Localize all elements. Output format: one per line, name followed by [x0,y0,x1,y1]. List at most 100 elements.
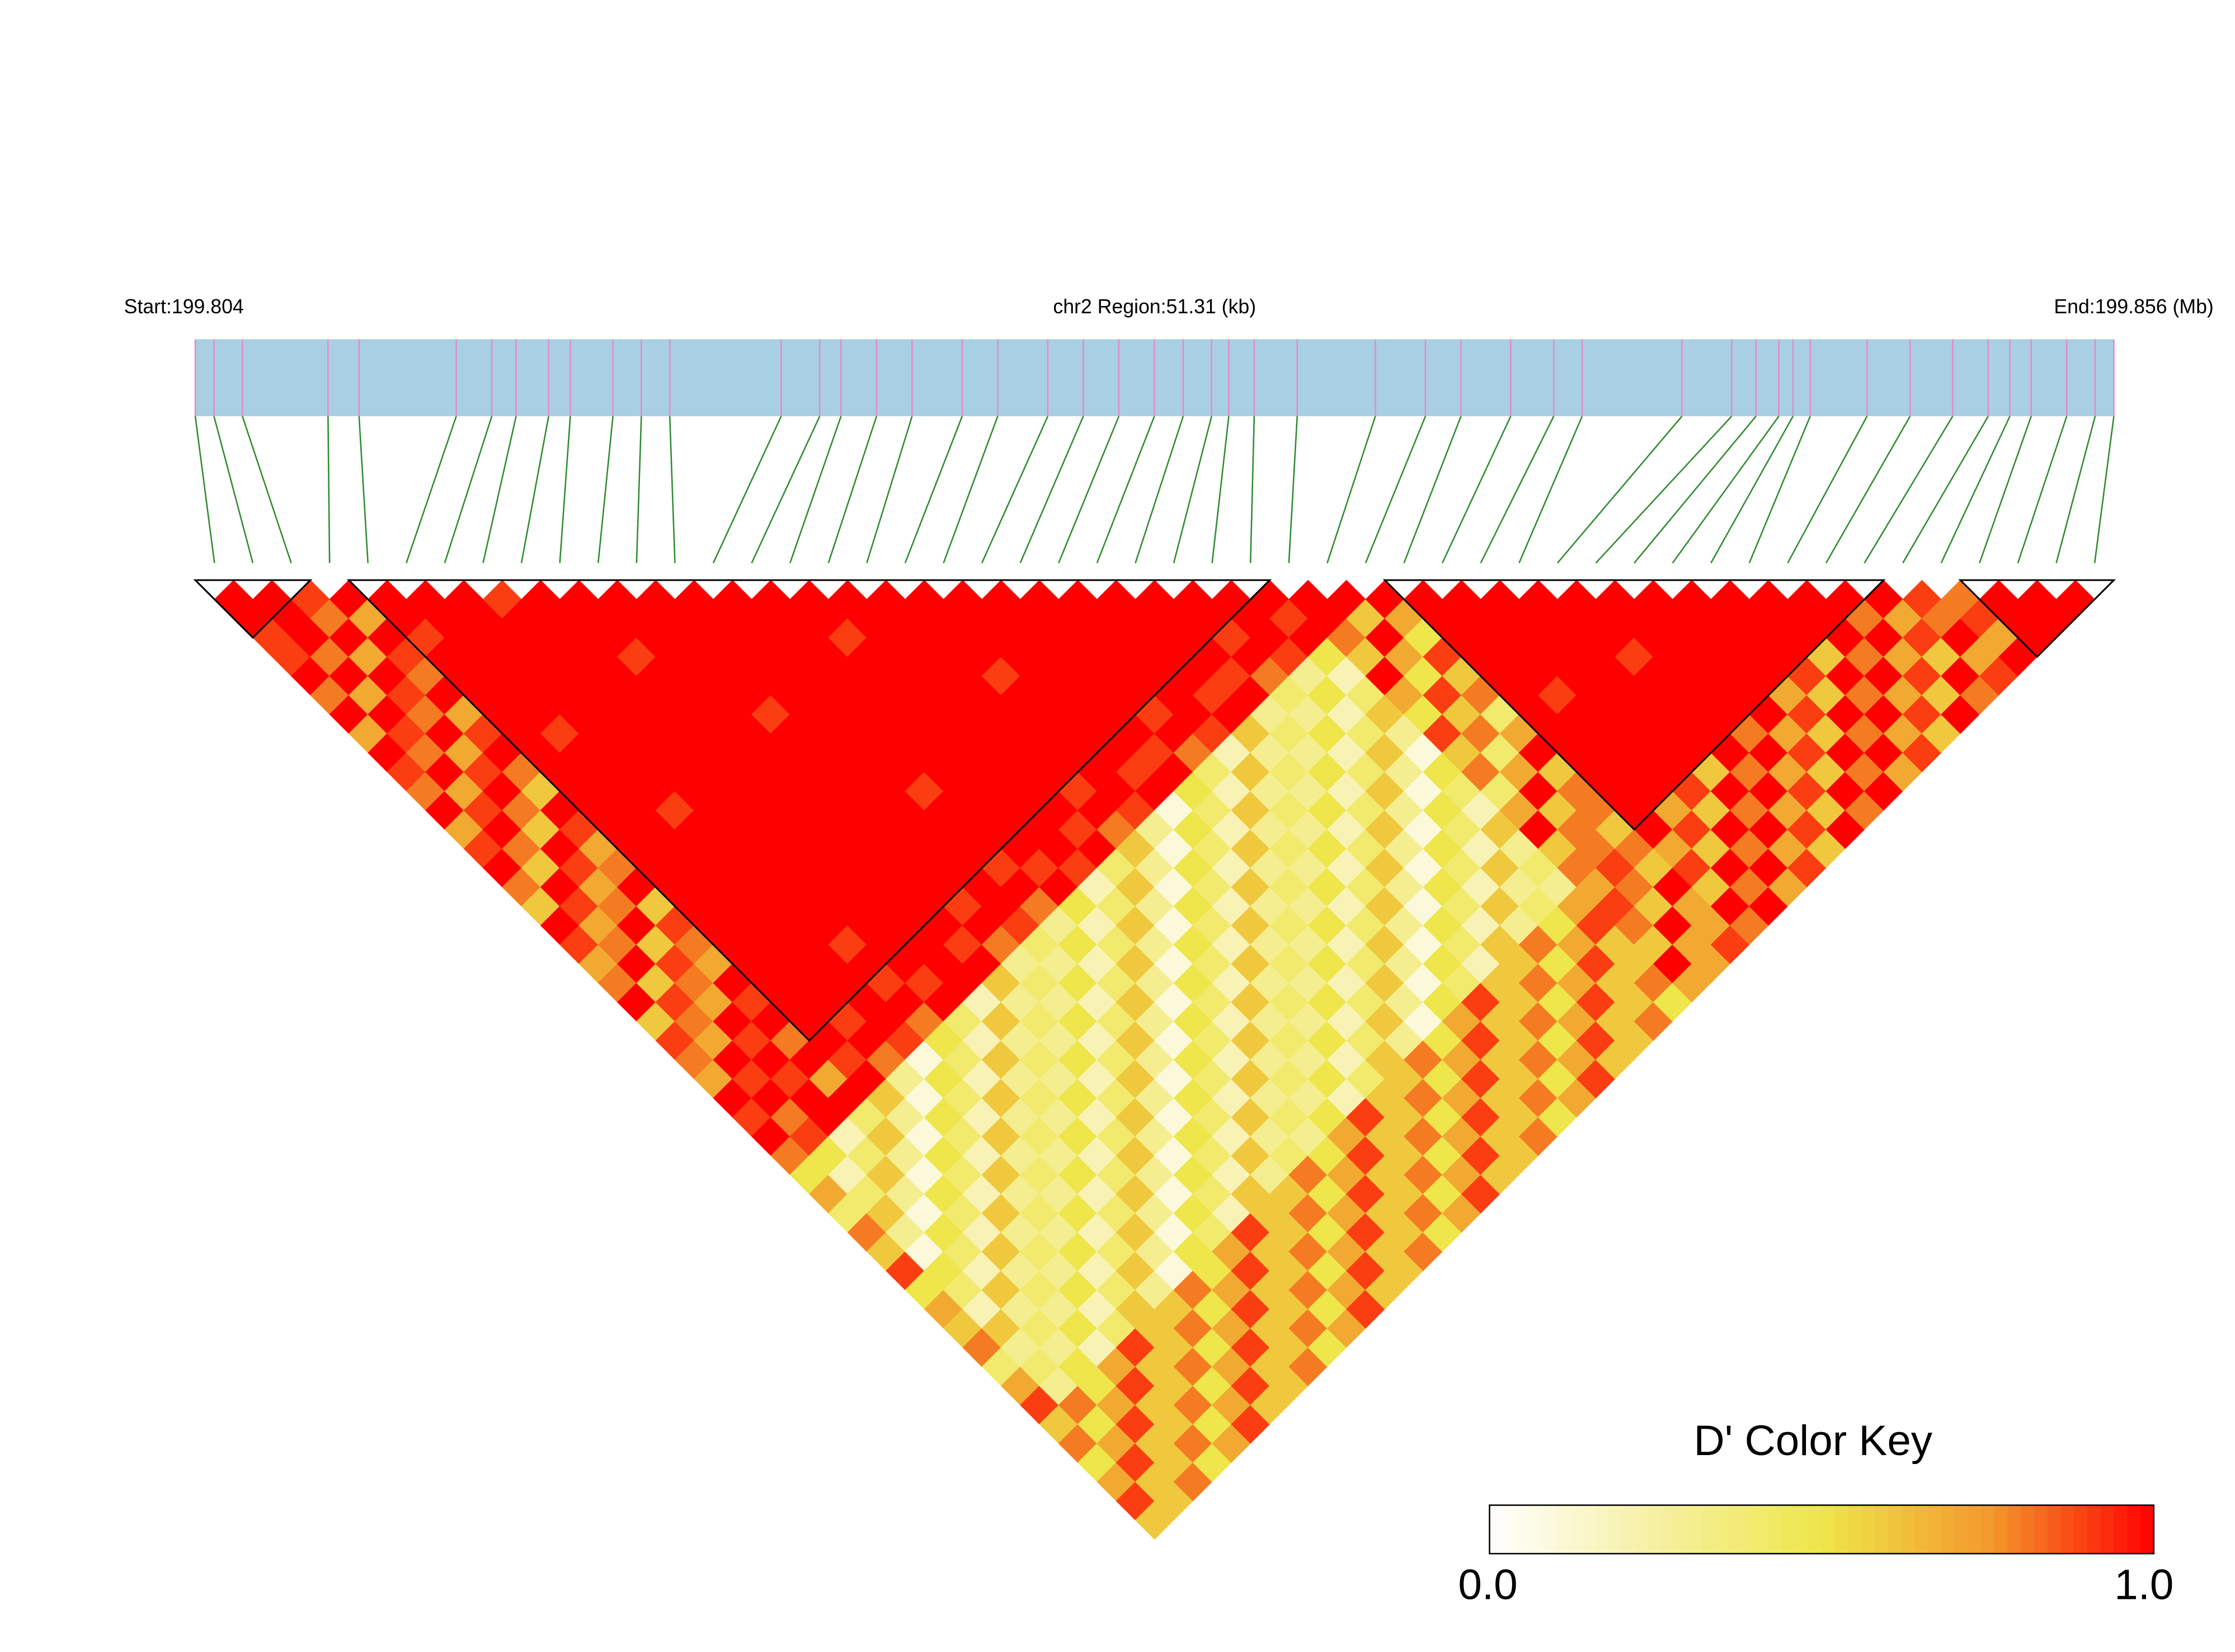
haplotype-block [1382,579,1886,831]
snp-connector [444,416,493,563]
key-swatch [1582,1505,1597,1554]
key-swatch [1768,1505,1782,1554]
key-swatch [1649,1505,1663,1554]
snp-connector [827,416,878,563]
snp-connector [866,416,913,563]
key-swatch [1556,1505,1570,1554]
snp-connector [1096,416,1155,563]
key-swatch [1834,1505,1849,1554]
start-label: Start:199.804 [124,295,244,318]
key-swatch [1489,1505,1504,1554]
key-swatch [1503,1505,1517,1554]
key-title: D' Color Key [1694,1417,1933,1465]
snp-connector [482,416,517,563]
snp-connector [1058,416,1120,563]
key-swatch [2047,1505,2062,1554]
key-swatch [1941,1505,1955,1554]
snp-connector [712,416,782,563]
snp-connector [751,416,821,563]
snp-connector [1403,416,1462,563]
key-swatch [1675,1505,1690,1554]
haplotype-block [346,579,1272,1042]
snp-connector [943,416,999,563]
key-tick-label: 1.0 [2114,1561,2173,1609]
key-swatch [1609,1505,1623,1554]
key-swatch [1968,1505,1982,1554]
snp-connector [1940,416,2011,563]
snp-connector [2017,416,2068,563]
snp-connector [597,416,614,563]
key-swatch [1822,1505,1836,1554]
key-swatch [2060,1505,2075,1554]
snp-connector [1595,416,1733,564]
snp-connector [1825,416,1911,564]
key-swatch [2140,1505,2154,1554]
key-swatch [1928,1505,1942,1554]
snp-connector [1441,416,1512,563]
snp-connector [1864,416,1954,564]
snp-connector [194,416,215,563]
key-swatch [1954,1505,1969,1554]
key-swatch [1569,1505,1583,1554]
snp-connector [213,416,254,563]
snp-connector [904,416,963,563]
snp-connector [559,416,571,563]
key-tick-label: 0.0 [1458,1561,1517,1609]
key-swatch [1662,1505,1676,1554]
key-swatch [1516,1505,1530,1554]
snp-connector [358,416,369,563]
key-swatch [1622,1505,1636,1554]
key-swatch [1888,1505,1902,1554]
key-swatch [1994,1505,2008,1554]
key-swatch [1728,1505,1743,1554]
key-swatch [1688,1505,1703,1554]
snp-connector [520,416,549,563]
haplotype-block [193,579,313,639]
key-swatch [1981,1505,1995,1554]
key-swatch [1901,1505,1916,1554]
snp-connector [1672,416,1780,564]
snp-connector [2055,416,2096,563]
key-swatch [1795,1505,1809,1554]
key-swatch [1715,1505,1729,1554]
key-swatch [2034,1505,2048,1554]
snp-connector [1019,416,1084,563]
key-swatch [1875,1505,1889,1554]
key-swatch [1781,1505,1796,1554]
snp-connector [1634,416,1757,564]
key-swatch [1742,1505,1756,1554]
snp-connector [1979,416,2032,563]
snp-connector [242,416,292,563]
key-swatch [2007,1505,2022,1554]
snp-connector [1135,416,1184,563]
snp-connector [981,416,1049,563]
key-swatch [2100,1505,2115,1554]
snp-connector [1787,416,1868,564]
key-swatch [1596,1505,1610,1554]
key-swatch [1848,1505,1862,1554]
snp-connector [1326,416,1376,563]
key-swatch [1702,1505,1716,1554]
snp-connector [1556,416,1683,564]
haplotype-block [1958,579,2116,658]
key-swatch [1755,1505,1770,1554]
key-swatch [2087,1505,2101,1554]
snp-connector [1211,416,1230,563]
snp-connector [1249,416,1255,563]
snp-connector [636,416,642,563]
snp-connector [1710,416,1794,564]
snp-connector [1480,416,1555,563]
snp-connector [1518,416,1583,563]
snp-connector [1288,416,1298,563]
snp-connector [1902,416,1989,564]
snp-connector [406,416,457,563]
snp-connector [1173,416,1212,563]
key-frame [1489,1504,2155,1555]
end-label: End:199.856 (Mb) [2054,295,2213,318]
key-swatch [2127,1505,2142,1554]
snp-connector [2093,416,2115,563]
snp-connector [327,416,331,563]
snp-connector [1748,416,1811,563]
